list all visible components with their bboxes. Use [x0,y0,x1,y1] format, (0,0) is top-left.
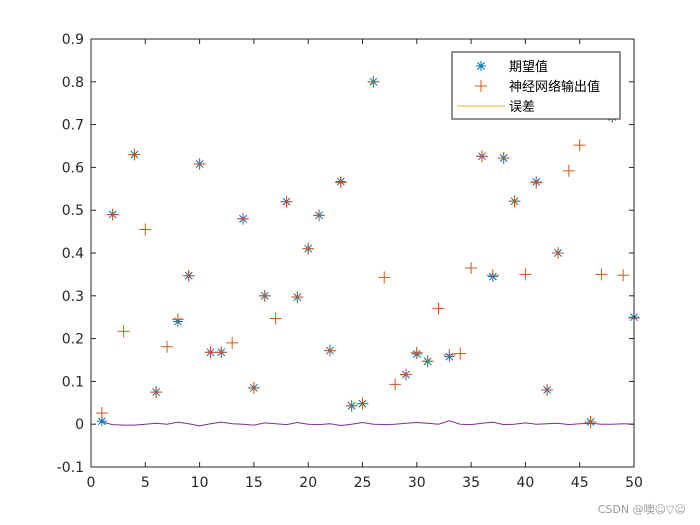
output-point [226,336,239,349]
output-point [302,242,315,255]
x-axis: 0 5 10 15 20 25 30 35 40 45 50 [87,39,643,491]
output-point [519,268,532,281]
y-tick-label: -0.1 [57,460,84,476]
output-point [215,346,228,359]
output-point [475,150,488,163]
legend-marker-expected [476,61,486,71]
output-point [410,346,423,359]
output-point [486,269,499,282]
legend-label-output: 神经网络输出值 [509,79,600,95]
y-tick-label: 0.3 [62,289,84,305]
y-tick-label: 0.8 [62,75,84,91]
y-tick-label: 0.7 [62,118,84,134]
y-tick-label: 0 [75,417,84,433]
output-point [204,346,217,359]
output-point [345,399,358,412]
output-point [508,195,521,208]
output-point [334,176,347,189]
output-point [193,157,206,170]
output-point [323,344,336,357]
x-tick-label: 15 [245,475,263,491]
output-point [541,383,554,396]
output-point [171,313,184,326]
marks-layer [95,75,640,429]
output-point [443,348,456,361]
legend-label-error: 误差 [509,100,535,115]
x-tick-label: 0 [87,475,96,491]
output-point [584,416,597,429]
output-point [95,407,108,420]
y-axis: -0.1 0 0.1 0.2 0.3 0.4 0.5 0.6 0.7 0.8 0.9 [57,32,634,476]
legend-marker-output [475,80,487,92]
y-tick-label: 0.6 [62,160,84,176]
output-point [313,209,326,222]
y-tick-label: 0.2 [62,332,84,348]
error-line-layer [101,420,635,427]
output-point [269,312,282,325]
y-tick-label: 0.1 [62,374,84,390]
output-point [465,261,478,274]
output-point [497,151,510,164]
output-point [551,247,564,259]
output-point [562,164,575,177]
y-tick-label: 0.5 [62,203,84,219]
output-point [139,223,152,236]
output-point [128,148,141,161]
output-point [573,139,586,152]
output-point [182,269,195,282]
output-point [161,340,174,353]
output-point [421,355,434,368]
output-point [280,195,293,208]
x-tick-label: 30 [408,475,426,491]
output-point [617,269,630,282]
output-point [378,271,391,284]
output-point [237,212,250,225]
x-tick-label: 10 [191,475,209,491]
error-series-line [101,420,635,427]
x-tick-label: 50 [625,475,643,491]
output-point [291,291,304,304]
output-point [117,325,130,338]
output-point [150,386,163,399]
output-point [399,368,412,381]
output-point [356,397,369,410]
x-tick-label: 5 [141,475,150,491]
output-point [247,381,260,394]
legend-label-expected: 期望值 [509,59,548,75]
x-tick-label: 45 [571,475,589,491]
output-point [389,378,402,391]
watermark: CSDN @噢☺▽☺ [597,503,686,516]
x-tick-label: 20 [299,475,317,491]
output-point [530,176,543,189]
y-tick-label: 0.4 [62,246,84,262]
output-point [432,302,445,315]
x-tick-label: 25 [354,475,372,491]
x-tick-label: 35 [462,475,480,491]
output-point [454,347,467,360]
output-point [595,268,608,281]
x-tick-label: 40 [516,475,534,491]
output-point [258,289,271,302]
output-point [367,75,380,88]
legend[interactable]: 期望值 神经网络输出值 误差 [451,51,621,120]
output-point [106,208,119,221]
y-tick-label: 0.9 [62,32,84,48]
